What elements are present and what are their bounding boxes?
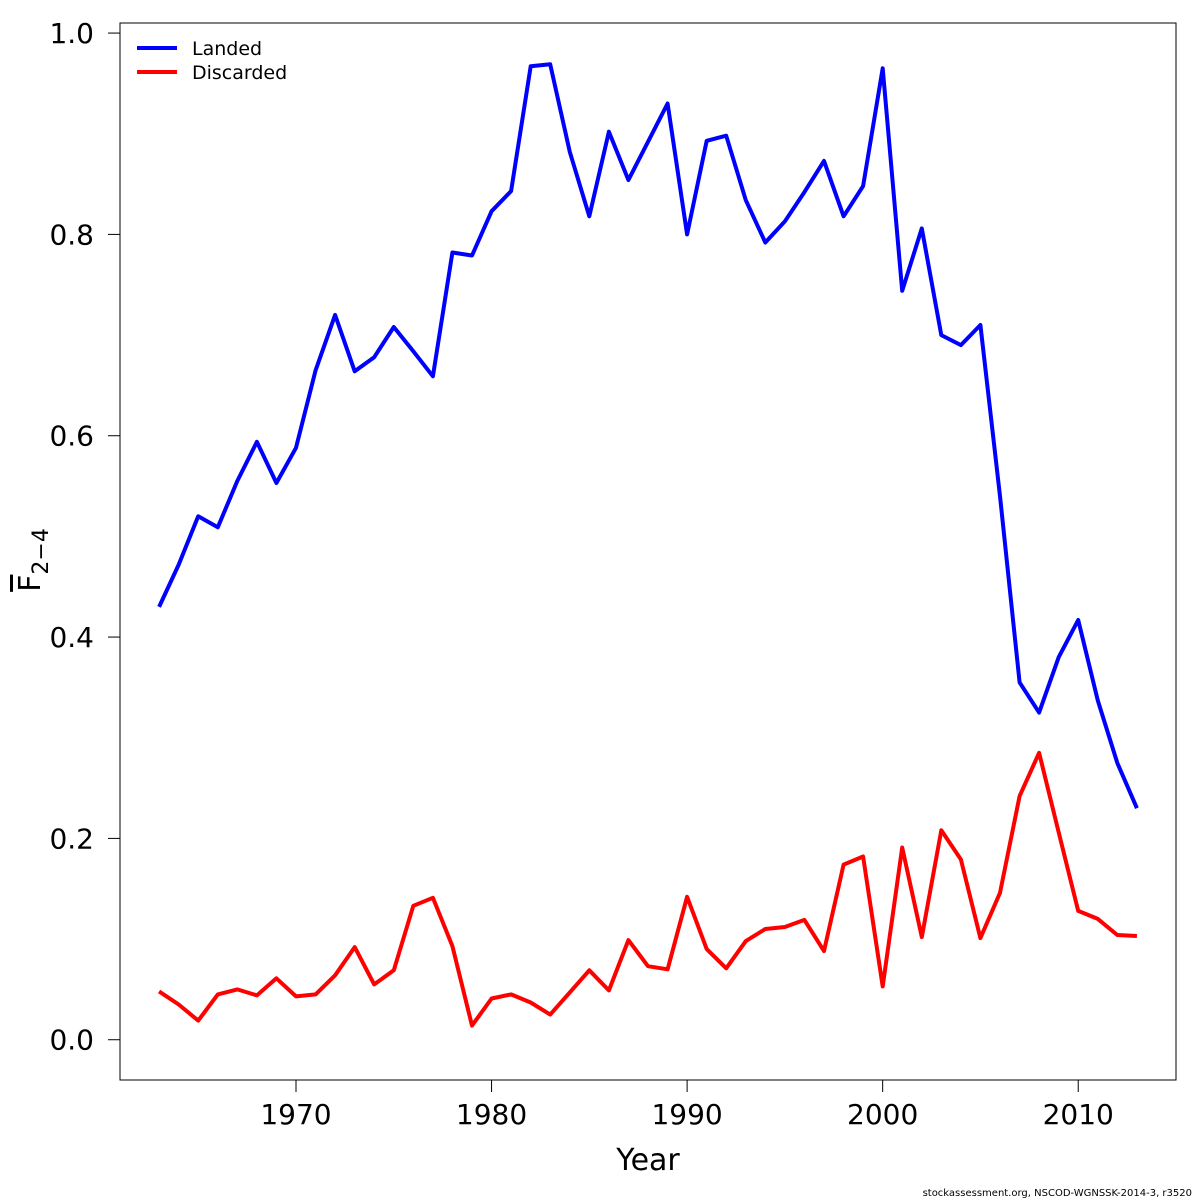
y-tick-label: 1.0: [49, 17, 94, 50]
x-axis-title: Year: [615, 1143, 680, 1178]
x-tick-label: 1970: [260, 1098, 331, 1131]
x-tick-label: 2000: [847, 1098, 918, 1131]
y-tick-label: 0.6: [49, 420, 94, 453]
x-axis: 1970 1980 1990 2000 2010: [260, 1080, 1114, 1131]
series-line-discarded: [157, 750, 1138, 1028]
legend-label-discarded: Discarded: [192, 62, 287, 84]
y-axis: 0.0 0.2 0.4 0.6 0.8 1.0: [49, 17, 120, 1057]
y-tick-label: 0.2: [49, 822, 94, 855]
svg-text:F2−4: F2−4: [13, 528, 54, 592]
x-tick-label: 2010: [1043, 1098, 1114, 1131]
x-tick-label: 1990: [651, 1098, 722, 1131]
footer-note: stockassessment.org, NSCOD-WGNSSK-2014-3…: [922, 1188, 1192, 1199]
y-axis-title-subscript: 2−4: [29, 528, 54, 574]
y-tick-label: 0.0: [49, 1024, 94, 1057]
series-layer: [157, 62, 1139, 1028]
legend: Landed Discarded: [137, 38, 287, 84]
y-axis-title: F2−4: [13, 528, 54, 592]
y-axis-title-main: F: [13, 575, 48, 592]
plot-frame: [119, 22, 1177, 1081]
legend-label-landed: Landed: [192, 38, 262, 60]
y-tick-label: 0.4: [49, 621, 94, 654]
x-tick-label: 1980: [456, 1098, 527, 1131]
y-tick-label: 0.8: [49, 218, 94, 251]
series-line-landed: [157, 62, 1139, 809]
